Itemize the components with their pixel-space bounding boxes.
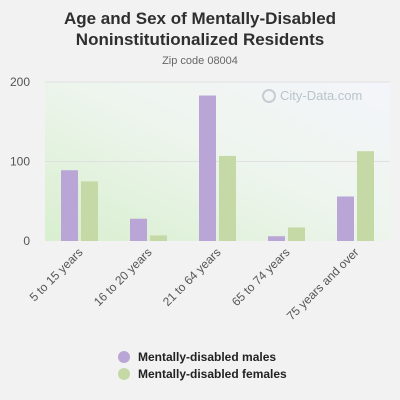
legend-swatch-females [118, 368, 130, 380]
y-tick-label-200: 200 [10, 75, 30, 89]
chart-title-line1: Age and Sex of Mentally-Disabled [63, 9, 337, 28]
watermark: City-Data.com [262, 88, 362, 103]
bar-males-4 [337, 196, 354, 241]
legend-swatch-males [118, 351, 130, 363]
chart-title-line2: Noninstitutionalized Residents [75, 30, 325, 49]
bar-females-3 [288, 227, 305, 241]
bar-males-2 [199, 95, 216, 241]
x-tick-label-4: 75 years and over [284, 245, 362, 323]
legend-label-females: Mentally-disabled females [138, 367, 287, 381]
y-tick-label-100: 100 [10, 155, 30, 169]
bar-females-2 [219, 155, 236, 241]
bar-females-0 [81, 181, 98, 241]
bar-females-4 [357, 151, 374, 241]
bar-females-1 [150, 235, 167, 241]
y-tick-label-0: 0 [23, 234, 30, 248]
legend-item-males: Mentally-disabled males [118, 349, 287, 365]
chart-title: Age and Sex of Mentally-Disabled Noninst… [0, 8, 400, 50]
magnifier-icon [262, 88, 276, 103]
x-tick-label-1: 16 to 20 years [91, 245, 155, 309]
bar-males-0 [61, 170, 78, 241]
legend-item-females: Mentally-disabled females [118, 366, 287, 382]
legend: Mentally-disabled males Mentally-disable… [118, 349, 287, 383]
legend-label-males: Mentally-disabled males [138, 350, 277, 364]
bar-males-3 [268, 236, 285, 241]
chart-subtitle: Zip code 08004 [162, 55, 238, 67]
bar-males-1 [130, 218, 147, 241]
x-tick-label-0: 5 to 15 years [27, 245, 86, 304]
x-tick-label-3: 65 to 74 years [229, 245, 293, 309]
x-tick-label-2: 21 to 64 years [160, 245, 224, 309]
watermark-text: City-Data.com [280, 88, 363, 103]
